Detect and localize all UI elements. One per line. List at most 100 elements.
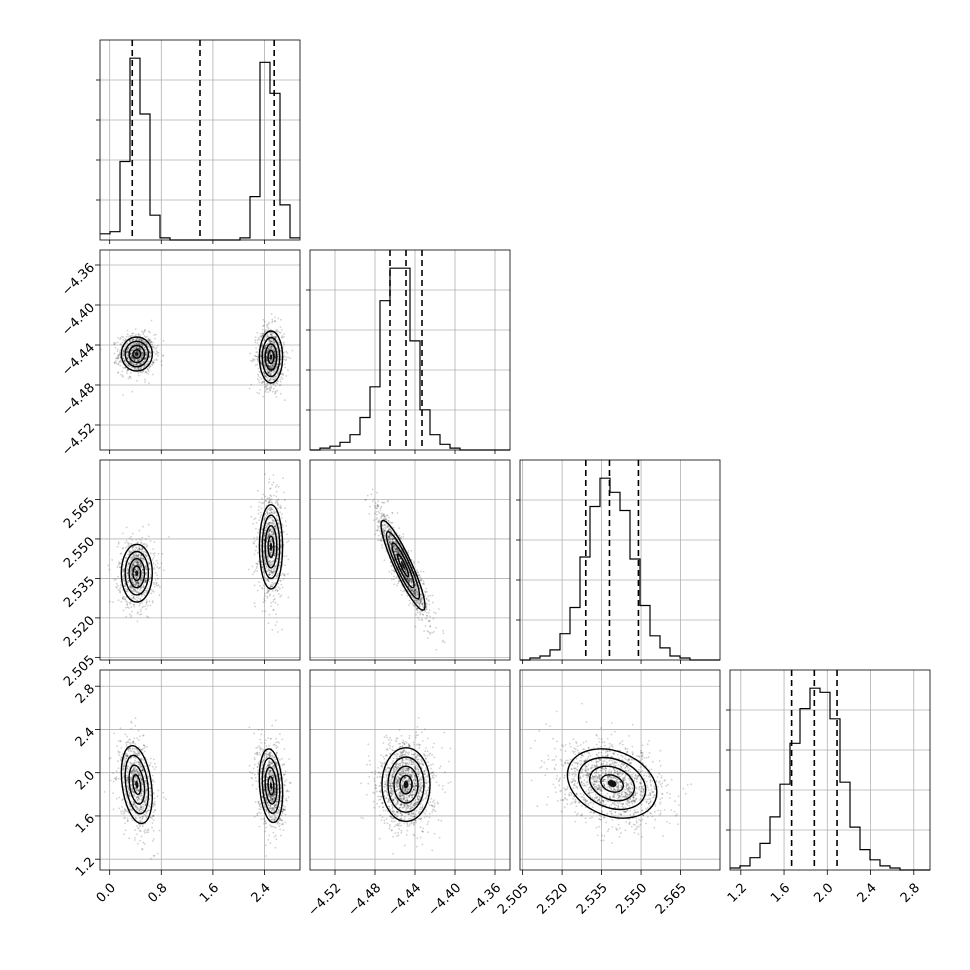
sample-point <box>269 345 272 348</box>
sample-point <box>136 355 139 358</box>
sample-point <box>134 590 137 592</box>
sample-point <box>270 511 272 514</box>
sample-point <box>265 778 268 781</box>
sample-point <box>152 548 155 550</box>
sample-point <box>140 565 142 567</box>
sample-point <box>268 763 271 766</box>
sample-point <box>119 351 121 354</box>
sample-point <box>268 532 270 535</box>
sample-point <box>275 396 278 398</box>
sample-point <box>263 332 266 334</box>
sample-point <box>270 340 273 343</box>
sample-point <box>270 332 272 334</box>
sample-point <box>132 332 135 335</box>
sample-point <box>279 364 282 366</box>
sample-point <box>247 568 250 571</box>
sample-point <box>131 565 134 567</box>
sample-point <box>255 355 257 357</box>
sample-point <box>135 788 138 790</box>
sample-point <box>265 356 268 359</box>
sample-point <box>115 770 118 773</box>
sample-point <box>154 809 157 811</box>
sample-point <box>272 598 275 601</box>
sample-point <box>126 329 129 332</box>
sample-point <box>124 816 126 819</box>
sample-point <box>273 803 276 806</box>
sample-point <box>126 354 128 356</box>
sample-point <box>276 347 279 350</box>
sample-point <box>138 362 141 365</box>
sample-point <box>270 602 273 604</box>
sample-point <box>262 749 265 751</box>
histogram-step-1 <box>310 267 510 451</box>
sample-point <box>267 371 270 374</box>
sample-point <box>137 569 140 572</box>
sample-point <box>139 613 142 616</box>
sample-point <box>131 770 134 773</box>
sample-point <box>149 787 152 790</box>
sample-point <box>152 814 154 817</box>
sample-point <box>131 747 134 750</box>
sample-point <box>130 809 133 811</box>
sample-point <box>269 528 271 531</box>
sample-point <box>140 613 143 615</box>
sample-point <box>103 791 106 793</box>
sample-point <box>275 526 277 529</box>
sample-point <box>125 615 128 618</box>
sample-point <box>139 579 141 582</box>
sample-point <box>147 587 150 590</box>
sample-point <box>261 528 264 531</box>
sample-point <box>136 563 139 566</box>
sample-point <box>260 560 263 563</box>
sample-point <box>256 563 258 566</box>
sample-point <box>133 347 136 349</box>
sample-point <box>131 771 133 773</box>
sample-point <box>266 335 269 338</box>
sample-point <box>265 579 268 581</box>
sample-point <box>264 532 266 534</box>
sample-point <box>132 804 135 806</box>
sample-point <box>268 321 270 324</box>
sample-point <box>271 345 274 348</box>
sample-point <box>136 581 138 584</box>
sample-point <box>153 800 156 803</box>
sample-point <box>152 805 155 808</box>
sample-point <box>135 555 138 557</box>
sample-point <box>134 752 136 754</box>
sample-point <box>277 356 279 358</box>
sample-point <box>141 354 144 357</box>
sample-point <box>117 767 120 770</box>
sample-point <box>152 758 155 761</box>
sample-point <box>124 753 127 756</box>
sample-point <box>279 587 281 590</box>
sample-point <box>145 568 148 571</box>
sample-point <box>128 613 131 616</box>
sample-point <box>147 809 150 812</box>
sample-point <box>132 769 134 772</box>
sample-point <box>122 354 124 357</box>
sample-point <box>138 604 141 607</box>
sample-point <box>131 809 134 812</box>
sample-point <box>267 364 270 367</box>
sample-point <box>260 382 263 385</box>
sample-point <box>263 533 266 536</box>
sample-point <box>280 355 283 358</box>
sample-point <box>135 591 138 594</box>
sample-point <box>138 547 141 550</box>
sample-point <box>113 343 116 345</box>
sample-point <box>139 806 142 808</box>
sample-point <box>168 536 170 538</box>
sample-point <box>125 576 128 579</box>
sample-point <box>141 783 144 786</box>
sample-point <box>140 766 143 768</box>
sample-point <box>268 530 271 533</box>
sample-point <box>143 558 146 561</box>
sample-point <box>138 347 141 350</box>
sample-point <box>139 823 141 826</box>
sample-point <box>145 796 148 798</box>
sample-point <box>132 338 135 341</box>
sample-point <box>140 758 143 760</box>
sample-point <box>268 386 270 389</box>
sample-point <box>268 530 271 533</box>
sample-point <box>147 337 150 340</box>
